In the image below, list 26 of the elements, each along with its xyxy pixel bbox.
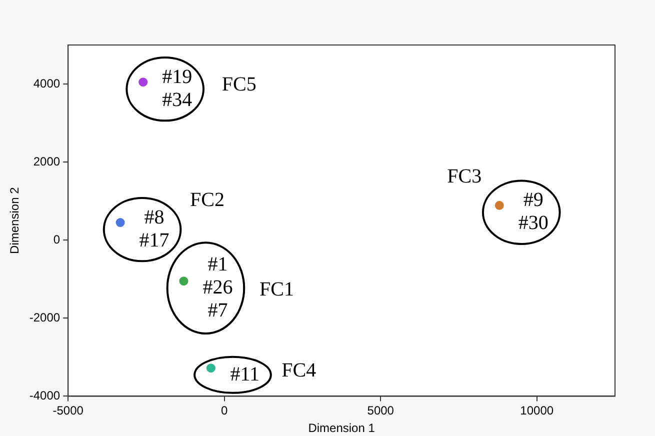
point <box>206 364 216 373</box>
annotation: #1 #26 #7 <box>202 253 233 322</box>
point <box>494 200 504 210</box>
y-tick-label: 4000 <box>33 76 60 90</box>
annotation: FC1 <box>259 278 294 300</box>
annotation: #11 <box>230 363 260 386</box>
y-axis-title: Dimension 2 <box>8 186 22 254</box>
annotation: #19 #34 <box>162 66 192 111</box>
x-tick-label: 5000 <box>367 404 394 418</box>
y-tick-label: 2000 <box>33 154 60 168</box>
point <box>116 218 125 228</box>
x-tick-label: -5000 <box>52 404 84 418</box>
annotation: FC4 <box>282 359 316 382</box>
x-tick-label: 10000 <box>520 404 554 418</box>
annotation: FC3 <box>447 166 482 188</box>
y-tick-label: 0 <box>53 232 60 246</box>
y-tick-label: -4000 <box>29 388 60 403</box>
x-axis-title: Dimension 1 <box>308 421 376 436</box>
annotation: #9 #30 <box>518 189 548 234</box>
point <box>179 276 188 286</box>
annotation: FC5 <box>222 73 256 96</box>
x-tick-label: 0 <box>221 404 228 418</box>
annotation: #8 #17 <box>139 206 170 252</box>
y-tick-label: -2000 <box>29 310 60 324</box>
point <box>138 78 148 87</box>
annotation: FC2 <box>190 188 225 211</box>
